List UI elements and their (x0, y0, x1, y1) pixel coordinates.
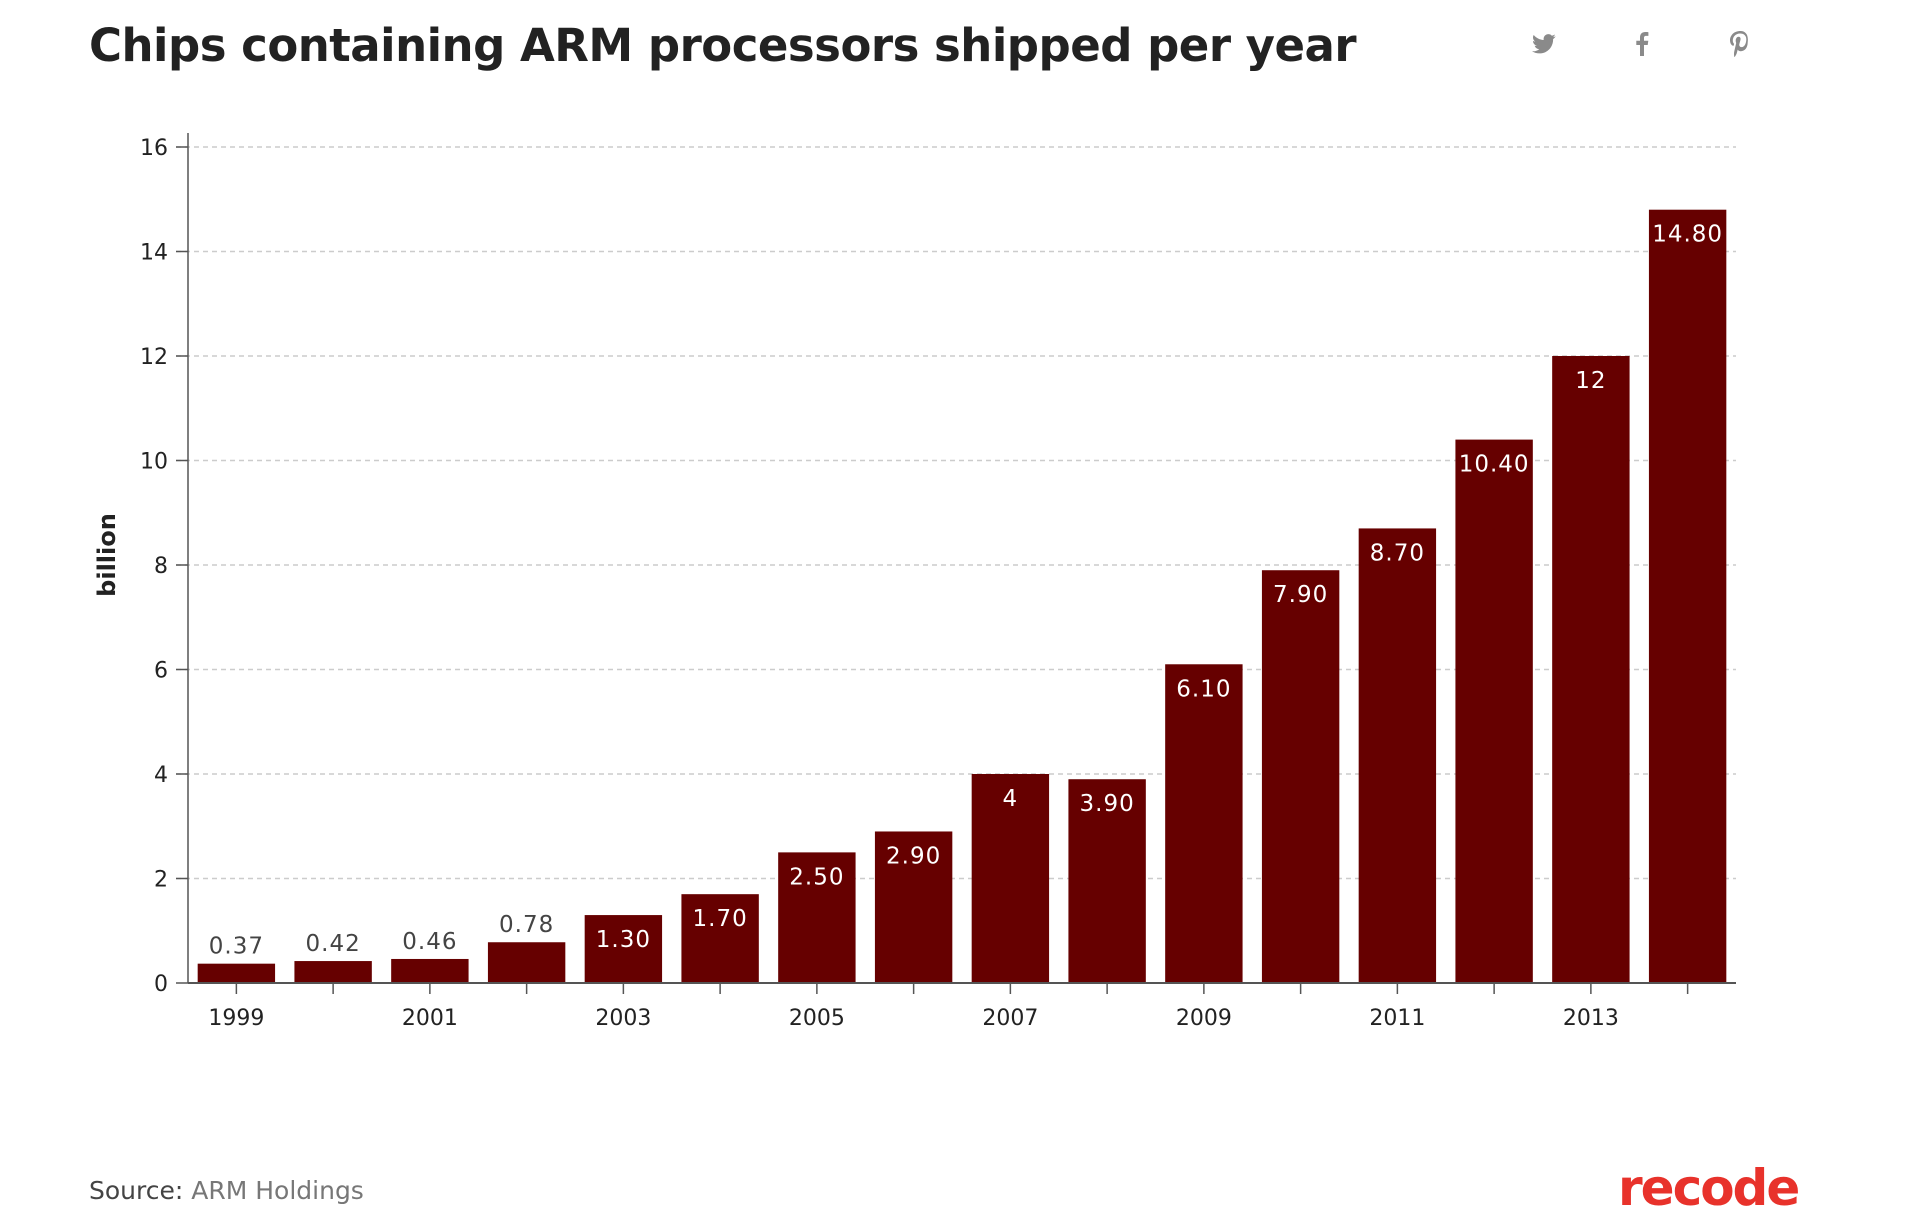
source-label: Source: (89, 1176, 184, 1205)
x-tick-label: 2001 (402, 1006, 458, 1031)
data-label-2003: 1.30 (596, 927, 651, 953)
x-tick-label: 2005 (789, 1006, 845, 1031)
data-label-2007: 4 (1003, 786, 1019, 812)
bar-2005 (778, 852, 856, 983)
y-tick-label: 10 (140, 450, 168, 475)
pinterest-icon (1730, 31, 1748, 57)
bar-1999 (197, 963, 276, 983)
axes: 0 2 4 6 8 10 12 14 16 1999 2001 2003 2005 2007 2009 201… (140, 133, 1736, 1031)
bar-2004 (681, 894, 759, 983)
data-label-2013: 12 (1575, 368, 1606, 394)
source-value: ARM Holdings (191, 1176, 364, 1205)
twitter-share-button[interactable] (1526, 26, 1562, 62)
y-tick-label: 14 (140, 241, 168, 266)
bar-2011 (1358, 528, 1437, 983)
x-tick-label: 1999 (208, 1006, 264, 1031)
bar-2000 (294, 961, 372, 983)
data-label-2004: 1.70 (693, 906, 748, 932)
bars (197, 209, 1727, 984)
data-label-2006: 2.90 (886, 843, 941, 869)
bar-2012 (1455, 439, 1533, 984)
x-tick-label: 2003 (595, 1006, 651, 1031)
data-label-2005: 2.50 (789, 864, 844, 890)
y-tick-label: 12 (140, 345, 168, 370)
bar-2002 (487, 942, 566, 983)
chart-title: Chips containing ARM processors shipped … (89, 19, 1357, 72)
bar-2003 (584, 915, 663, 983)
recode-logo: recode (1618, 1159, 1800, 1217)
facebook-share-button[interactable] (1624, 26, 1660, 62)
bar-2013 (1552, 356, 1630, 983)
data-label-2014: 14.80 (1652, 222, 1723, 248)
bar-2001 (391, 958, 469, 983)
bar-2014 (1648, 209, 1727, 983)
data-label-2008: 3.90 (1080, 791, 1135, 817)
bar-2009 (1165, 664, 1243, 983)
twitter-icon (1532, 34, 1556, 54)
data-label-2000: 0.42 (306, 931, 361, 957)
y-tick-label: 8 (154, 554, 168, 579)
bar-2007 (971, 774, 1050, 983)
y-axis-title: billion (93, 513, 121, 597)
bar-2010 (1261, 570, 1340, 983)
data-label-2002: 0.78 (499, 912, 554, 938)
pinterest-share-button[interactable] (1722, 26, 1758, 62)
y-tick-label: 4 (154, 763, 168, 788)
data-label-2011: 8.70 (1370, 540, 1425, 566)
bar-data-labels: 0.37 0.42 0.46 0.78 1.30 1.70 2.50 2.90 4 3.90 6.1… (209, 222, 1723, 960)
y-tick-label: 16 (140, 136, 168, 161)
data-label-2012: 10.40 (1459, 452, 1530, 478)
y-tick-label: 2 (154, 868, 168, 893)
data-label-2010: 7.90 (1273, 582, 1328, 608)
x-tick-label: 2013 (1563, 1006, 1619, 1031)
y-tick-label: 6 (154, 659, 168, 684)
x-tick-label: 2011 (1369, 1006, 1425, 1031)
y-tick-label: 0 (154, 972, 168, 997)
data-label-2001: 0.46 (402, 929, 457, 955)
data-label-2009: 6.10 (1176, 676, 1231, 702)
x-tick-label: 2009 (1176, 1006, 1232, 1031)
facebook-icon (1636, 32, 1649, 56)
data-label-1999: 0.37 (209, 934, 264, 960)
x-tick-label: 2007 (982, 1006, 1038, 1031)
bar-2006 (874, 831, 953, 983)
source-note: Source: ARM Holdings (89, 1176, 364, 1205)
bar-chart: 0.37 0.42 0.46 0.78 1.30 1.70 2.50 2.90 4 3.90 6.1… (93, 133, 1736, 1031)
bar-2008 (1068, 779, 1146, 983)
